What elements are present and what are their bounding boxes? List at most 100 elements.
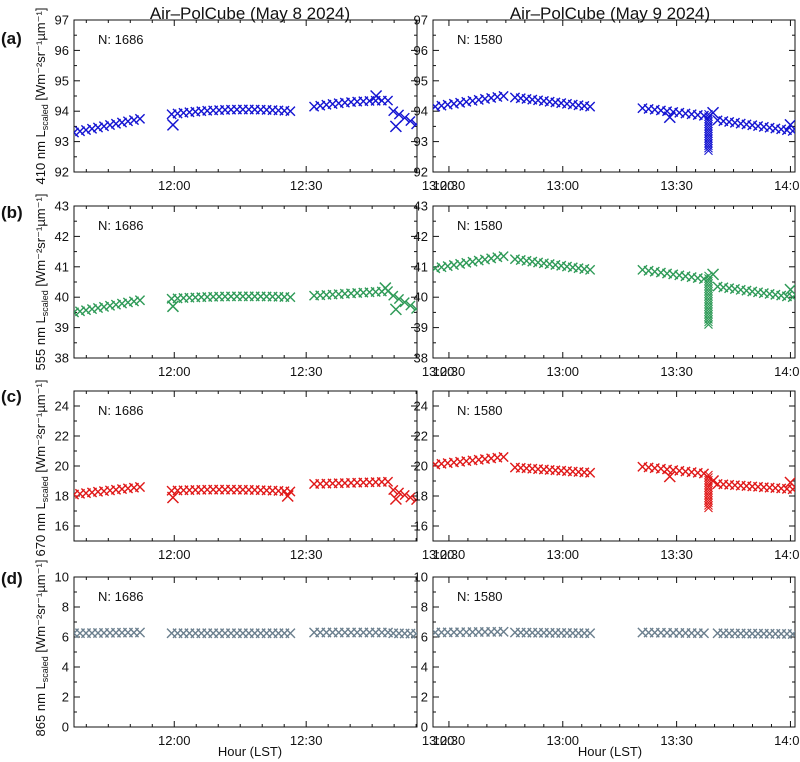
data-point: [467, 256, 478, 267]
x-tick-label: 13:00: [547, 364, 580, 379]
y-tick-label: 0: [421, 720, 428, 735]
outlier-point: [379, 282, 392, 295]
outlier-point: [389, 492, 402, 506]
y-tick-label: 0: [62, 720, 69, 735]
x-tick-label: 12:00: [158, 364, 191, 379]
row-label-d: (d): [1, 569, 23, 588]
y-tick-label: 97: [414, 13, 428, 28]
y-tick-label: 22: [55, 429, 69, 444]
data-point: [405, 492, 416, 503]
x-tick-label: 13:00: [547, 178, 580, 193]
y-tick-label: 93: [55, 134, 69, 149]
data-point: [498, 451, 509, 463]
column-title-right: Air–PolCube (May 9 2024): [510, 4, 710, 23]
x-tick-label: 13:00: [422, 364, 455, 379]
data-point: [134, 113, 146, 124]
data-point: [492, 252, 503, 263]
y-tick-label: 24: [55, 399, 69, 414]
y-tick-label: 96: [55, 43, 69, 58]
outlier-point: [281, 489, 294, 503]
y-tick-label: 20: [55, 459, 69, 474]
data-point: [388, 484, 399, 496]
data-point: [388, 106, 399, 117]
panel-b-left-markers: [74, 282, 417, 318]
y-tick-label: 6: [62, 630, 69, 645]
panel-a-right-markers: [433, 90, 795, 156]
x-tick-label: 12:00: [158, 733, 191, 748]
x-tick-label: 12:30: [433, 547, 466, 562]
y-tick-label: 41: [55, 259, 69, 274]
data-point: [584, 101, 596, 112]
data-point: [787, 484, 795, 495]
y-axis-title-d: 865 nm Lscaled [Wm⁻²sr⁻¹µm⁻¹]: [33, 560, 50, 737]
y-tick-label: 42: [55, 229, 69, 244]
y-tick-label: 39: [414, 320, 428, 335]
y-tick-label: 92: [55, 165, 69, 180]
y-axis-title-a: 410 nm Lscaled [Wm⁻²sr⁻¹µm⁻¹]: [33, 8, 50, 185]
panel-a-left-n-label: N: 1686: [98, 32, 144, 47]
y-tick-label: 8: [62, 600, 69, 615]
data-point: [399, 112, 410, 123]
y-axis-title-b: 555 nm Lscaled [Wm⁻²sr⁻¹µm⁻¹]: [33, 194, 50, 371]
data-point: [416, 307, 417, 317]
data-point: [110, 118, 122, 129]
data-point: [285, 292, 296, 303]
data-point: [486, 253, 497, 264]
outlier-point: [166, 491, 179, 504]
x-tick-label: 14:00: [774, 733, 800, 748]
column-title-left: Air–PolCube (May 8 2024): [150, 4, 350, 23]
data-point: [399, 297, 410, 308]
y-tick-label: 97: [55, 13, 69, 28]
data-point: [285, 106, 296, 117]
y-tick-label: 20: [414, 459, 428, 474]
data-point: [134, 481, 146, 493]
x-tick-label: 13:00: [422, 547, 455, 562]
outlier-point: [784, 283, 795, 296]
data-point: [416, 123, 417, 133]
outlier-point: [784, 476, 795, 489]
outlier-point: [166, 118, 179, 131]
data-point: [584, 628, 596, 639]
y-tick-label: 93: [414, 134, 428, 149]
panel-b-left: 38 39 40 41 42 43 12:00 12:30 13:00 N: 1686: [55, 199, 455, 380]
row-label-c: (c): [1, 387, 22, 406]
y-tick-label: 40: [55, 290, 69, 305]
data-point: [104, 119, 116, 131]
outlier-point: [370, 89, 383, 103]
data-point: [92, 122, 104, 133]
data-point: [382, 95, 394, 106]
outlier-point: [389, 303, 402, 316]
y-tick-label: 18: [414, 489, 428, 504]
x-tick-label: 14:00: [774, 547, 800, 562]
outlier-point: [663, 111, 676, 124]
x-tick-label: 13:00: [422, 733, 455, 748]
x-axis-title-left: Hour (LST): [218, 744, 282, 759]
outlier-point: [707, 106, 720, 119]
x-tick-label: 12:30: [290, 547, 323, 562]
data-point: [455, 258, 466, 269]
data-point: [498, 90, 509, 102]
y-tick-label: 4: [62, 660, 69, 675]
x-tick-label: 12:30: [290, 178, 323, 193]
data-point: [448, 259, 459, 271]
data-point: [498, 626, 509, 637]
panel-c-right-n-label: N: 1580: [457, 403, 503, 418]
y-tick-label: 43: [414, 199, 428, 214]
outlier-point: [166, 300, 179, 313]
x-axis-title-right: Hour (LST): [578, 744, 642, 759]
data-point: [393, 293, 405, 305]
data-point: [473, 255, 484, 266]
data-point: [411, 119, 417, 130]
y-tick-label: 96: [414, 43, 428, 58]
x-tick-label: 12:00: [158, 178, 191, 193]
data-point: [86, 123, 98, 134]
x-tick-label: 13:00: [547, 547, 580, 562]
y-tick-label: 94: [55, 104, 69, 119]
x-tick-label: 14:00: [774, 364, 800, 379]
spike-point: [704, 146, 713, 156]
outlier-point: [707, 268, 720, 281]
x-tick-label: 12:00: [158, 547, 191, 562]
data-point: [405, 115, 416, 127]
